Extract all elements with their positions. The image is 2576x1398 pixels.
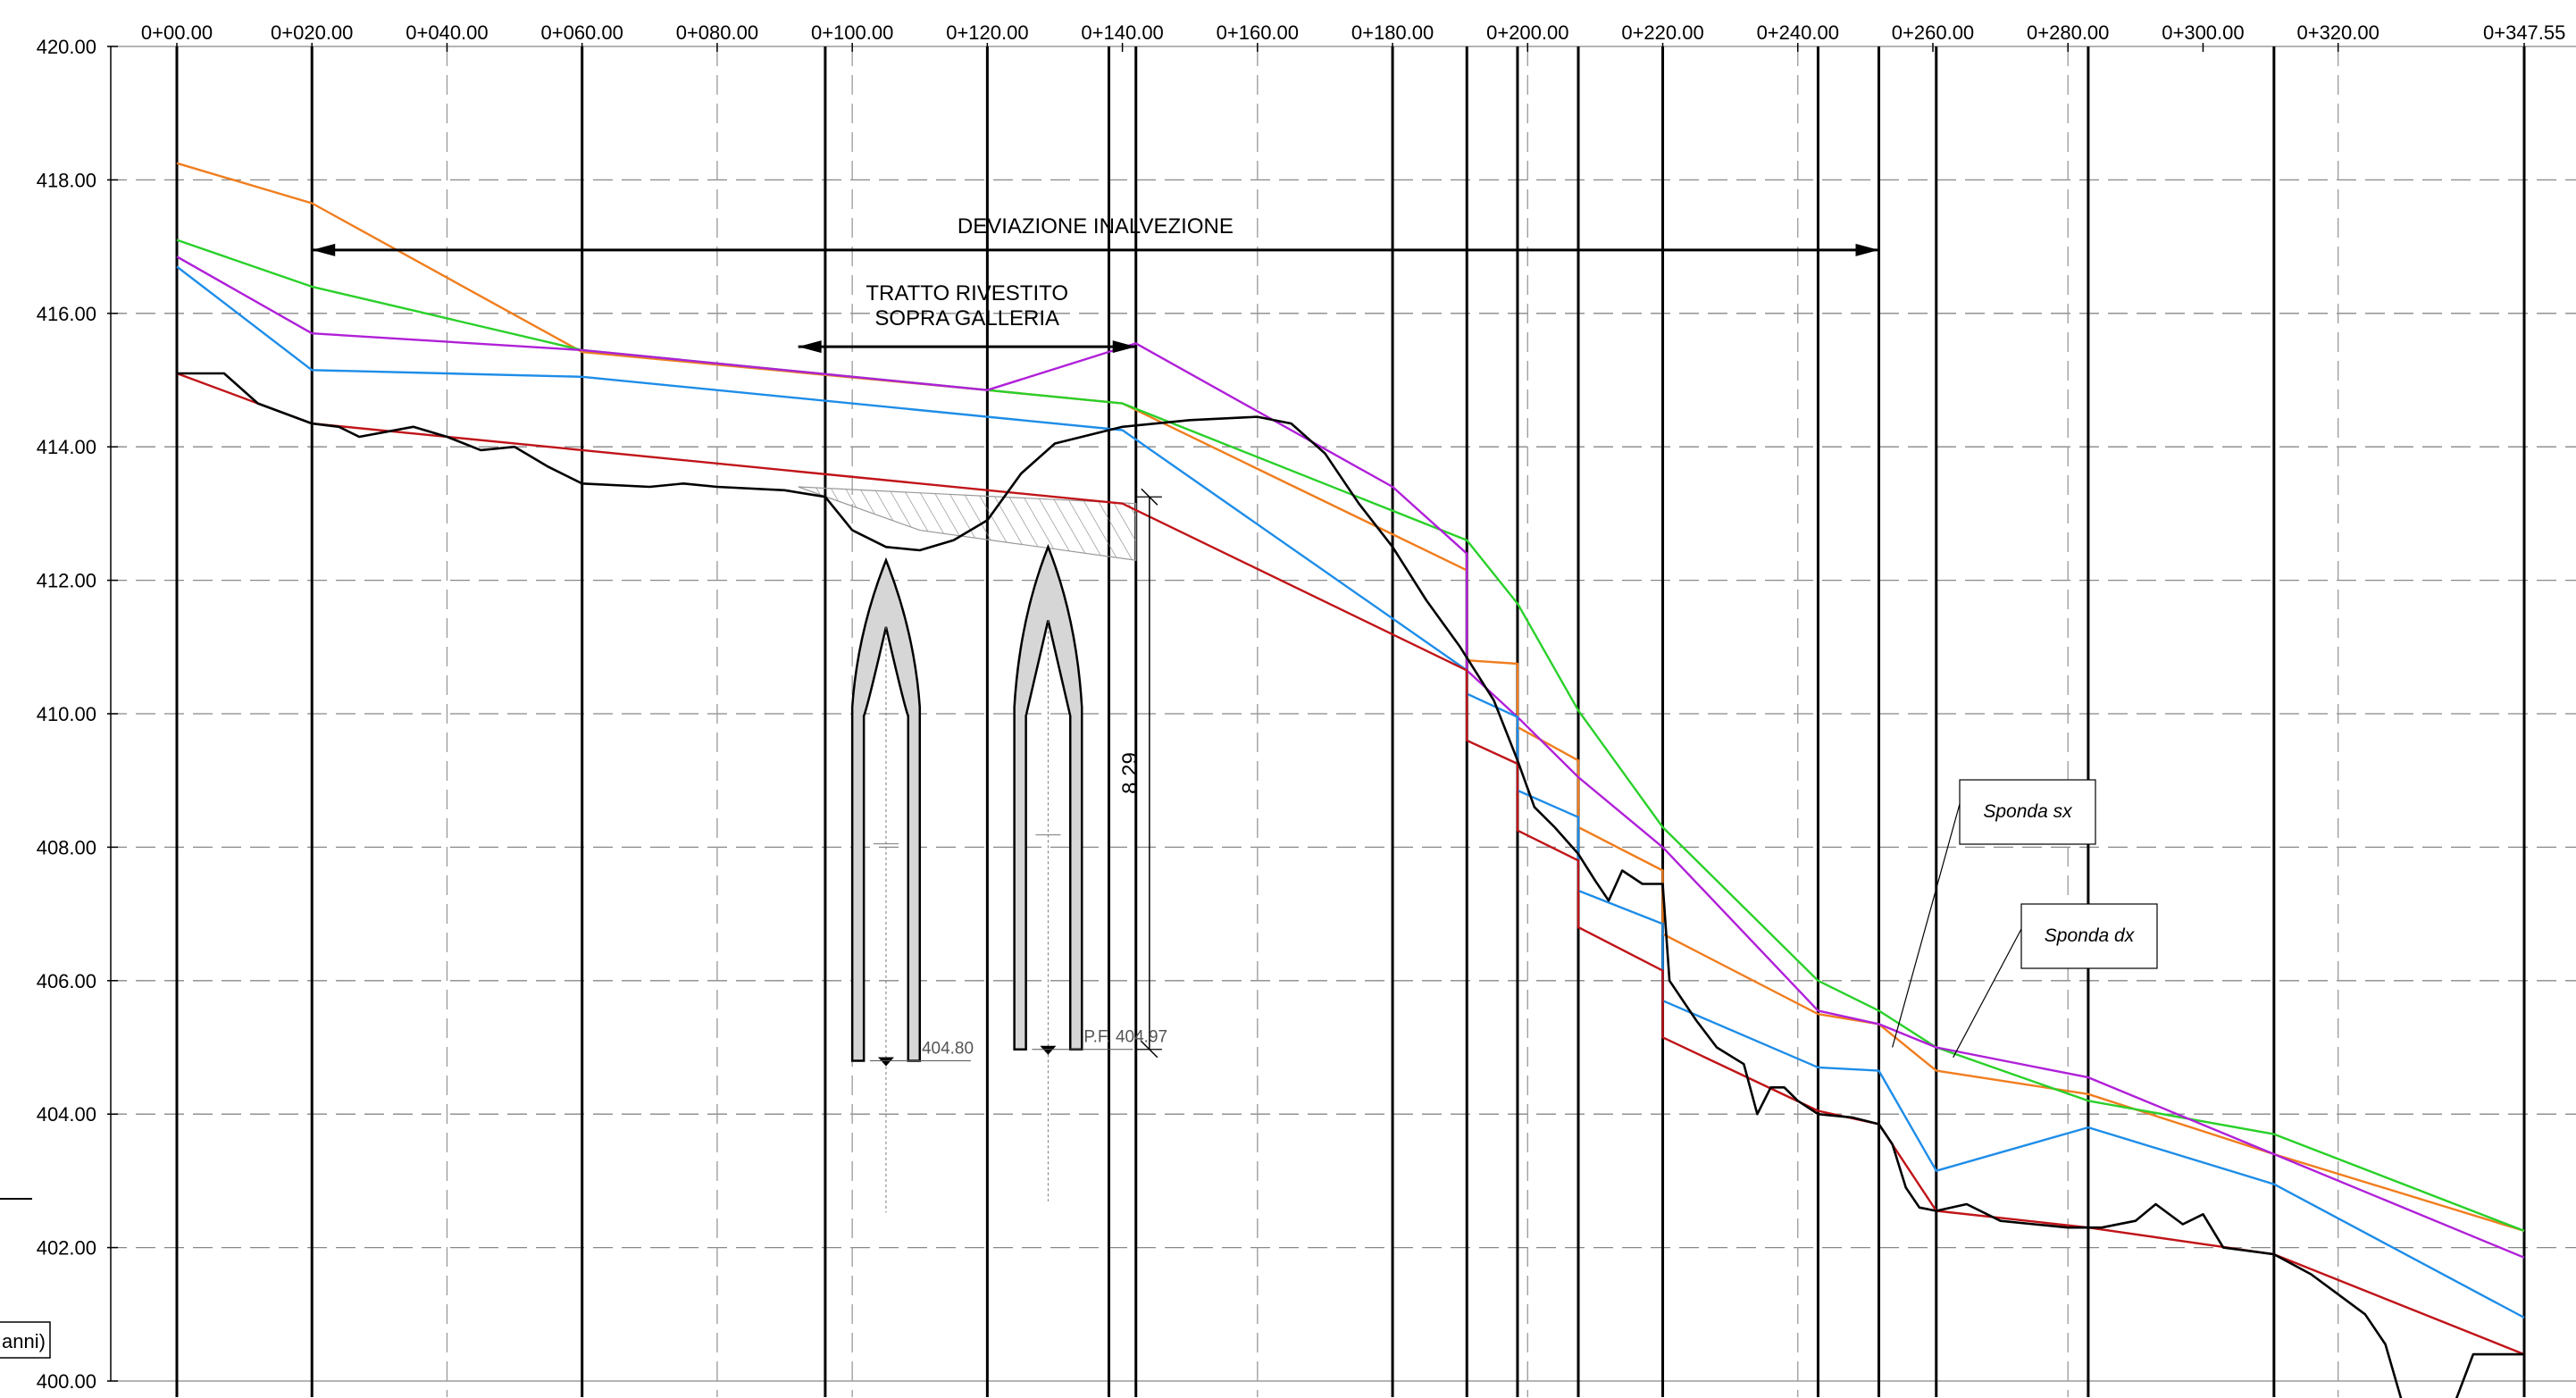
- chainage-label: 0+320.00: [2296, 21, 2379, 44]
- legend-fragment-text: anni): [2, 1330, 46, 1352]
- callout-sponda-dx-label: Sponda dx: [2045, 925, 2136, 946]
- chainage-label: 0+020.00: [271, 21, 353, 44]
- chainage-label: 0+280.00: [2027, 21, 2109, 44]
- elevation-label: 418.00: [37, 169, 96, 191]
- chainage-gridlines: [175, 43, 2526, 1397]
- tunnel-title-line-2: SOPRA GALLERIA: [874, 306, 1059, 331]
- chainage-label: 0+140.00: [1081, 21, 1163, 44]
- lining-hatch-band: [798, 486, 1137, 561]
- elevation-label: 416.00: [37, 303, 96, 325]
- tunnel-1-invert-label: 404.80: [922, 1039, 974, 1058]
- elevation-label: 410.00: [37, 703, 96, 725]
- callout-sponda-sx-box: [1959, 779, 2096, 845]
- tunnel-1-invert-marker: [877, 1057, 894, 1067]
- elevation-label: 406.00: [37, 970, 96, 992]
- elevation-label: 414.00: [37, 436, 96, 458]
- callout-sponda-sx-label: Sponda sx: [1983, 801, 2073, 822]
- tunnel-title-line-1: TRATTO RIVESTITO: [866, 281, 1068, 306]
- design-line-5: [176, 372, 2525, 1356]
- deviation-label: DEVIAZIONE INALVEZIONE: [958, 214, 1234, 239]
- chainage-label: 0+100.00: [811, 21, 893, 44]
- elevation-labels: 420.00 418.00 416.00 414.00 412.00 410.00 408.…: [37, 36, 96, 1393]
- tunnel-2-invert-marker: [1040, 1045, 1057, 1055]
- elevation-label: 420.00: [37, 36, 96, 58]
- chainage-label: 0+260.00: [1892, 21, 1974, 44]
- chainage-label: 0+200.00: [1486, 21, 1568, 44]
- callout-sponda-sx: Sponda sx: [1892, 779, 2096, 1048]
- annotations: DEVIAZIONE INALVEZIONE TRATTO RIVESTITO …: [0, 214, 2158, 1359]
- legend-fragment-box: [0, 1321, 51, 1359]
- elevation-label: 412.00: [37, 570, 96, 592]
- existing-terrain: [177, 372, 2524, 1398]
- chainage-label: 0+160.00: [1217, 21, 1299, 44]
- elevation-gridlines: [107, 46, 2576, 1382]
- chainage-label: 0+080.00: [676, 21, 758, 44]
- elevation-label: 408.00: [37, 836, 96, 858]
- chainage-label: 0+220.00: [1621, 21, 1703, 44]
- chainage-label: 0+120.00: [946, 21, 1028, 44]
- tunnel-2-invert-label: P.F. 404.97: [1083, 1028, 1167, 1047]
- tunnel-2-lining: [1013, 543, 1083, 1051]
- chainage-label: 0+240.00: [1757, 21, 1839, 44]
- chainage-label: 0+060.00: [541, 21, 623, 44]
- tunnel-sections: [850, 543, 1133, 1213]
- elevation-label: 404.00: [37, 1103, 96, 1126]
- chainage-labels: 0+00.00 0+020.00 0+040.00 0+060.00 0+080.00 0…: [141, 21, 2565, 44]
- deviation-arrow-head-right: [1855, 243, 1879, 256]
- chainage-label: 0+300.00: [2162, 21, 2244, 44]
- chainage-label: 0+180.00: [1351, 21, 1434, 44]
- callout-sponda-dx-box: [2020, 903, 2158, 969]
- tunnel-arrow-head-left: [798, 340, 822, 354]
- callout-sponda-dx: Sponda dx: [1953, 903, 2158, 1058]
- callout-sponda-sx-leader: [1892, 803, 1961, 1048]
- deviation-arrow-head-left: [312, 243, 336, 256]
- tunnel-arrow-head-right: [1112, 340, 1136, 354]
- terrain-line: [177, 372, 2524, 1398]
- elevation-label: 402.00: [37, 1237, 96, 1260]
- elevation-label: 400.00: [37, 1370, 96, 1393]
- chainage-label: 0+00.00: [141, 21, 213, 44]
- callout-sponda-dx-leader: [1953, 928, 2022, 1058]
- tunnel-1-lining: [850, 557, 922, 1062]
- chainage-label: 0+040.00: [406, 21, 488, 44]
- lining-hatch-area: [798, 486, 1137, 561]
- chainage-label: 0+347.55: [2483, 21, 2565, 44]
- dimension-value: 8.29: [1118, 752, 1142, 794]
